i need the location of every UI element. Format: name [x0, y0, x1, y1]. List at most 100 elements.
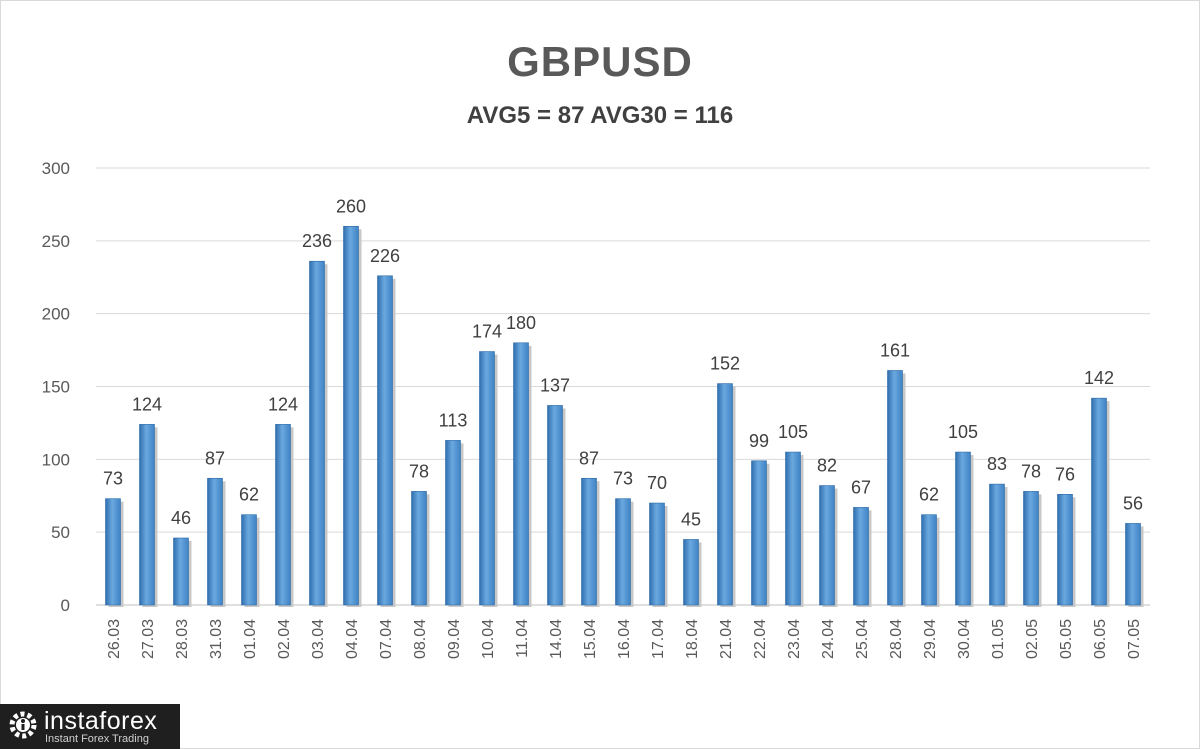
- bar: [581, 477, 597, 606]
- x-tick-label: 02.04: [276, 619, 293, 659]
- x-tick-label: 05.05: [1058, 619, 1075, 659]
- y-axis-ticks: 0 50 100 150 200 250 300: [42, 159, 70, 615]
- y-tick-label: 250: [42, 232, 70, 251]
- bar: [1023, 491, 1039, 606]
- x-tick-label: 09.04: [446, 619, 463, 659]
- y-tick-label: 200: [42, 305, 70, 324]
- data-label: 76: [1055, 464, 1075, 484]
- x-tick-label: 28.04: [888, 619, 905, 659]
- bar: [139, 424, 155, 606]
- x-tick-label: 07.05: [1126, 619, 1143, 659]
- x-tick-label: 04.04: [344, 619, 361, 659]
- x-tick-label: 16.04: [616, 619, 633, 659]
- x-tick-label: 11.04: [514, 619, 531, 658]
- y-tick-label: 300: [42, 159, 70, 178]
- data-label: 70: [647, 473, 667, 493]
- y-tick-label: 150: [42, 378, 70, 397]
- x-tick-label: 17.04: [650, 619, 667, 659]
- watermark-logo: instaforex Instant Forex Trading: [0, 704, 180, 749]
- bar: [1057, 493, 1073, 606]
- bar: [683, 539, 699, 606]
- data-label: 73: [103, 469, 123, 489]
- bar: [819, 485, 835, 606]
- x-tick-label: 14.04: [548, 619, 565, 659]
- data-label: 124: [268, 394, 298, 414]
- bar: [1125, 523, 1141, 606]
- x-tick-label: 03.04: [310, 619, 327, 659]
- x-tick-label: 18.04: [684, 619, 701, 659]
- data-label: 73: [613, 469, 633, 489]
- x-tick-label: 07.04: [378, 619, 395, 659]
- y-tick-label: 0: [61, 596, 70, 615]
- bar: [717, 383, 733, 606]
- data-label: 67: [851, 477, 871, 497]
- data-label: 82: [817, 456, 837, 476]
- data-label: 180: [506, 313, 536, 333]
- data-label: 236: [302, 231, 332, 251]
- bar: [751, 460, 767, 606]
- bar: [445, 440, 461, 606]
- x-tick-label: 23.04: [786, 619, 803, 659]
- x-tick-label: 28.03: [174, 619, 191, 659]
- bar: [173, 537, 189, 606]
- x-tick-label: 25.04: [854, 619, 871, 659]
- bar: [615, 498, 631, 606]
- data-label: 105: [948, 422, 978, 442]
- data-label: 46: [171, 508, 191, 528]
- x-tick-label: 06.05: [1092, 619, 1109, 659]
- x-tick-label: 27.03: [140, 619, 157, 659]
- y-tick-label: 50: [51, 523, 70, 542]
- data-label: 161: [880, 340, 910, 360]
- bar: [207, 477, 223, 606]
- data-label: 78: [409, 461, 429, 481]
- x-tick-label: 26.03: [106, 619, 123, 659]
- x-tick-label: 15.04: [582, 619, 599, 659]
- x-tick-label: 24.04: [820, 619, 837, 659]
- data-label: 124: [132, 394, 162, 414]
- bar: [955, 451, 971, 606]
- watermark-name: instaforex: [44, 707, 158, 735]
- bar: [649, 502, 665, 606]
- bar: [377, 275, 393, 606]
- data-label: 105: [778, 422, 808, 442]
- x-tick-label: 29.04: [922, 619, 939, 659]
- bar: [343, 225, 359, 606]
- data-label: 137: [540, 375, 570, 395]
- watermark-tagline: Instant Forex Trading: [45, 733, 149, 745]
- bar: [513, 342, 529, 606]
- data-label: 260: [336, 196, 366, 216]
- data-label: 152: [710, 354, 740, 374]
- data-label: 142: [1084, 368, 1114, 388]
- bar: [989, 483, 1005, 606]
- data-label: 78: [1021, 461, 1041, 481]
- bar: [309, 260, 325, 606]
- x-tick-label: 01.05: [990, 619, 1007, 659]
- bar: [241, 514, 257, 606]
- x-tick-label: 08.04: [412, 619, 429, 659]
- x-tick-label: 21.04: [718, 619, 735, 659]
- gear-logo-icon: [9, 711, 37, 739]
- x-tick-label: 31.03: [208, 619, 225, 659]
- bars: [105, 225, 1144, 607]
- data-label: 226: [370, 246, 400, 266]
- bar: [887, 370, 903, 606]
- bar: [105, 498, 121, 606]
- data-label: 83: [987, 454, 1007, 474]
- x-tick-label: 30.04: [956, 619, 973, 659]
- x-tick-label: 22.04: [752, 619, 769, 659]
- x-tick-label: 10.04: [480, 619, 497, 659]
- chart-title: GBPUSD: [507, 38, 693, 85]
- data-label: 62: [919, 485, 939, 505]
- bar: [785, 451, 801, 606]
- bar: [479, 351, 495, 606]
- data-label: 99: [749, 431, 769, 451]
- y-tick-label: 100: [42, 450, 70, 469]
- bar: [411, 491, 427, 606]
- x-tick-label: 01.04: [242, 619, 259, 659]
- bar: [275, 424, 291, 606]
- bar: [921, 514, 937, 606]
- bar: [1091, 397, 1107, 606]
